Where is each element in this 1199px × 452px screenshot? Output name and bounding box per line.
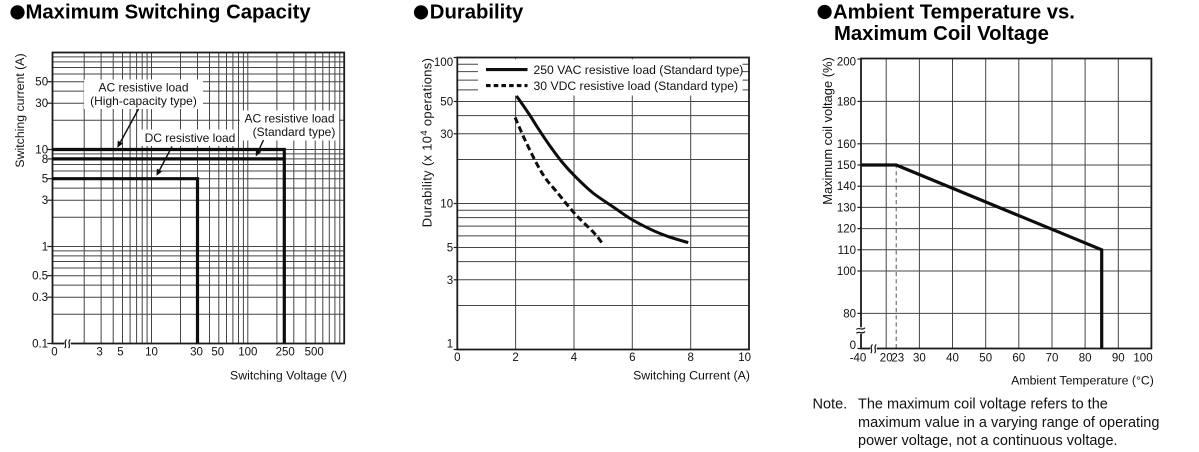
svg-text:23: 23 [891,353,904,365]
svg-text:3: 3 [447,275,453,287]
svg-text:Durability (x 104 operations): Durability (x 104 operations) [419,58,435,228]
svg-text:Switching current (A): Switching current (A) [13,53,27,167]
svg-text:30: 30 [35,98,48,110]
svg-text:0: 0 [850,340,856,352]
svg-text:180: 180 [837,96,856,108]
svg-text:0: 0 [51,347,57,359]
svg-text:10: 10 [35,145,48,157]
svg-text:100: 100 [837,266,856,278]
svg-text:70: 70 [1046,353,1059,365]
svg-text:60: 60 [1012,353,1025,365]
svg-text:8: 8 [687,352,693,364]
svg-text:10: 10 [145,347,158,359]
svg-text:200: 200 [837,57,856,69]
svg-text:0.5: 0.5 [32,271,48,283]
svg-text:1: 1 [42,242,48,254]
svg-text:50: 50 [979,353,992,365]
svg-text:DC resistive load: DC resistive load [145,131,236,145]
svg-text:5: 5 [447,243,453,255]
svg-text:4: 4 [571,352,578,364]
svg-text:100: 100 [238,347,257,359]
svg-text:40: 40 [946,353,959,365]
svg-text:90: 90 [1112,353,1125,365]
svg-text:3: 3 [96,347,102,359]
svg-text:30: 30 [440,129,453,141]
svg-text:Durability: Durability [430,2,524,24]
svg-text:3: 3 [42,195,48,207]
svg-text:10: 10 [738,352,751,364]
svg-text:Ambient Temperature (°C): Ambient Temperature (°C) [1011,374,1154,388]
svg-text:500: 500 [305,347,324,359]
svg-text:Maximum coil voltage (%): Maximum coil voltage (%) [820,57,835,205]
svg-text:0.1: 0.1 [32,339,48,351]
svg-text:2: 2 [512,352,518,364]
svg-text:Note.: Note. [813,397,848,413]
svg-text:maximum value in a varying ran: maximum value in a varying range of oper… [858,415,1159,431]
svg-text:100: 100 [434,57,453,69]
svg-text:Ambient Temperature vs.: Ambient Temperature vs. [833,2,1075,24]
svg-text:50: 50 [440,97,453,109]
svg-text:5: 5 [42,174,48,186]
svg-text:80: 80 [1079,353,1092,365]
svg-text:Maximum Coil Voltage: Maximum Coil Voltage [834,23,1049,45]
svg-text:(High-capacity type): (High-capacity type) [90,94,197,108]
svg-text:8: 8 [42,154,48,166]
svg-text:10: 10 [440,199,453,211]
svg-text:250: 250 [276,347,295,359]
svg-text:5: 5 [117,347,123,359]
svg-text:30: 30 [913,353,926,365]
svg-text:30 VDC resistive load (Standar: 30 VDC resistive load (Standard type) [534,79,739,93]
svg-text:AC resistive load: AC resistive load [98,81,188,95]
svg-text:Maximum Switching Capacity: Maximum Switching Capacity [26,2,312,24]
svg-text:AC resistive load: AC resistive load [244,112,334,126]
svg-text:-40: -40 [850,353,867,365]
svg-text:130: 130 [837,202,856,214]
svg-text:power voltage, not a continuou: power voltage, not a continuous voltage. [858,433,1118,449]
svg-text:0.3: 0.3 [32,292,48,304]
svg-text:20: 20 [880,353,893,365]
svg-text:120: 120 [837,224,856,236]
svg-text:110: 110 [838,245,856,257]
svg-text:The maximum coil voltage refer: The maximum coil voltage refers to the [858,397,1108,413]
svg-text:Switching Current (A): Switching Current (A) [633,369,750,383]
svg-text:80: 80 [843,308,856,320]
svg-text:50: 50 [211,347,224,359]
svg-text:100: 100 [1133,353,1152,365]
svg-text:6: 6 [629,352,635,364]
svg-text:30: 30 [190,347,203,359]
svg-text:1: 1 [447,338,453,350]
svg-text:160: 160 [837,139,856,151]
svg-text:150: 150 [837,160,856,172]
svg-text:(Standard type): (Standard type) [253,125,336,139]
svg-text:250 VAC resistive load (Standa: 250 VAC resistive load (Standard type) [534,63,744,77]
svg-text:140: 140 [837,181,856,193]
svg-text:Switching Voltage (V): Switching Voltage (V) [230,369,347,383]
svg-text:0: 0 [454,352,460,364]
svg-text:50: 50 [35,77,48,89]
